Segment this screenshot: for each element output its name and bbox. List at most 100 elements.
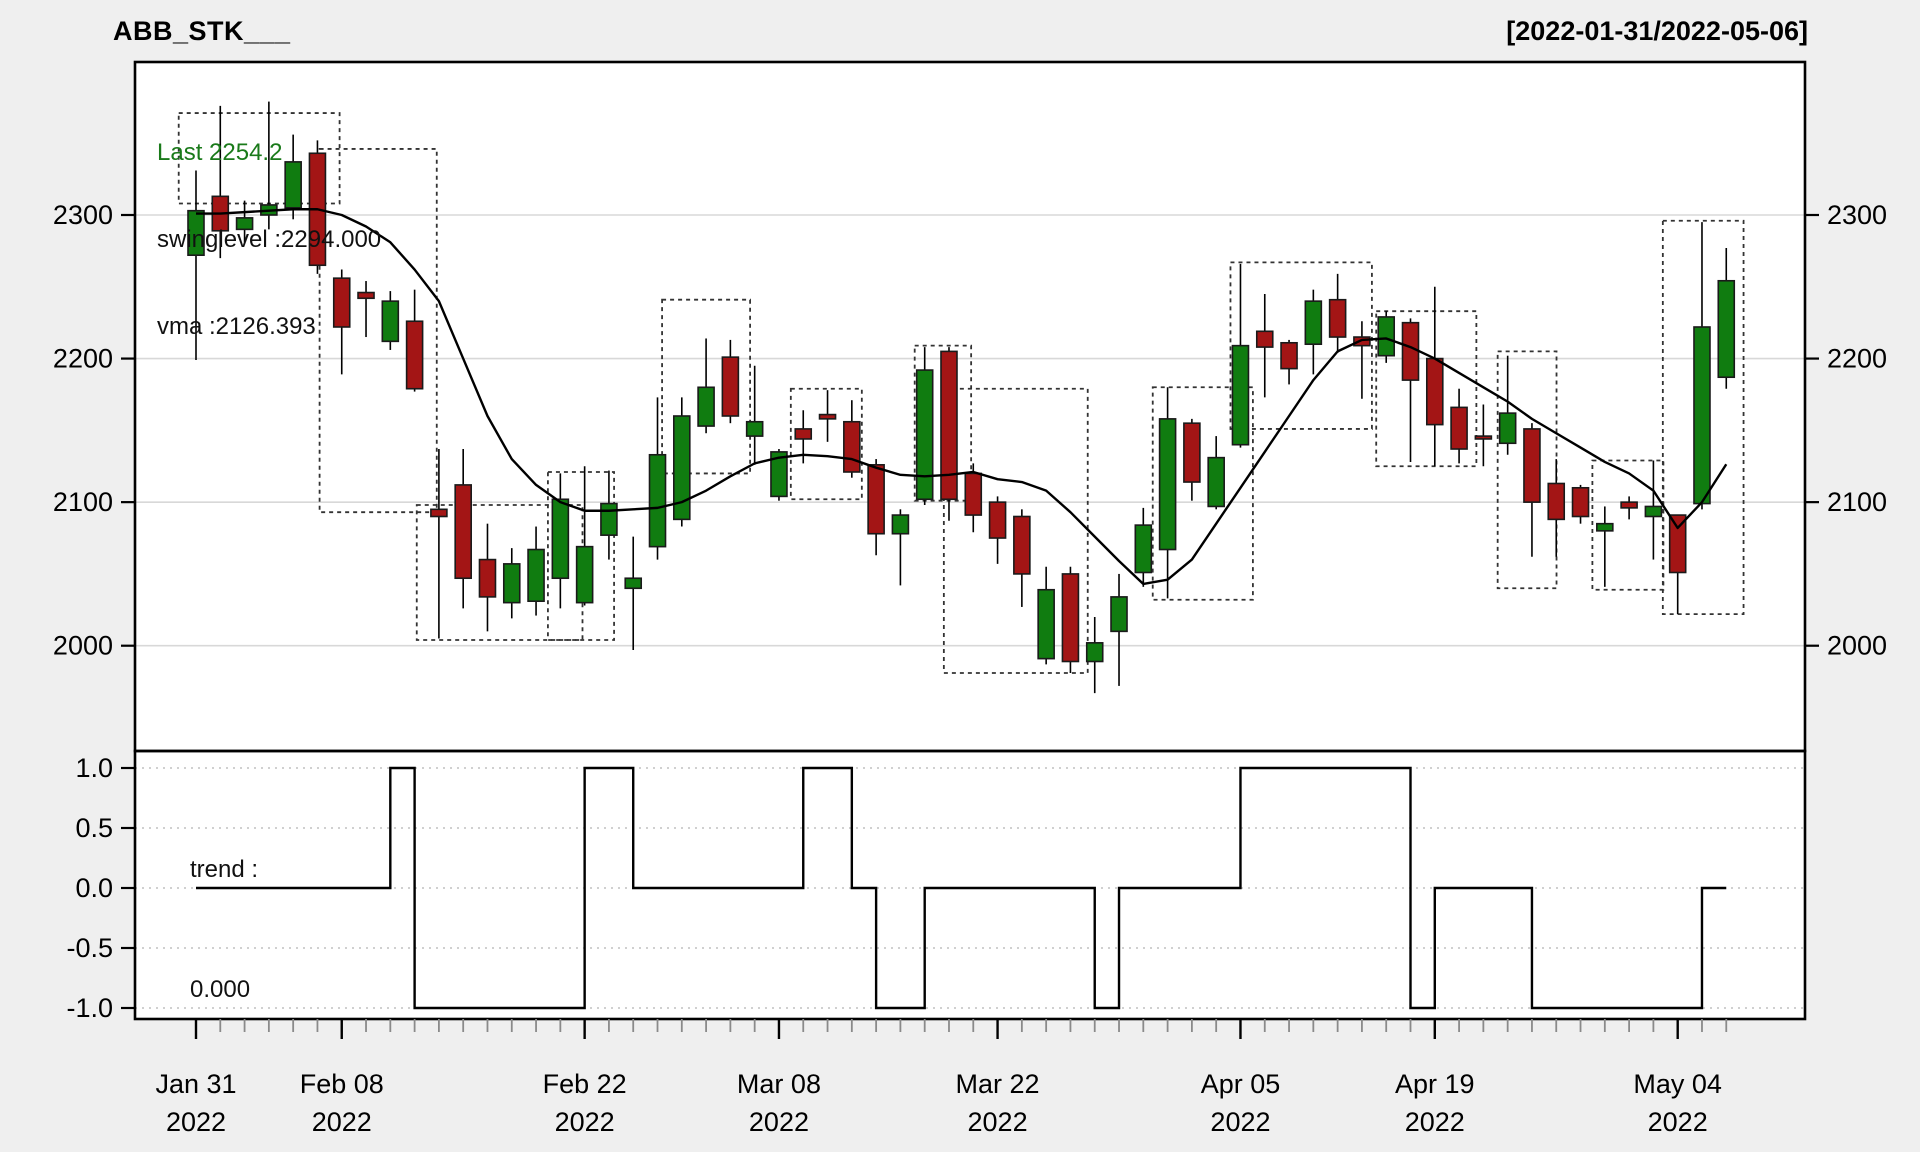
candle-body [332, 277, 351, 328]
x-label-date: Feb 08 [300, 1069, 384, 1099]
swing-box [789, 387, 863, 501]
candle-body [1668, 514, 1687, 574]
trend-panel-label: trend : 0.000 [190, 770, 258, 1090]
main-ylabel-left: 2100 [53, 487, 113, 517]
candle-body [745, 420, 764, 437]
x-label-year: 2022 [1210, 1107, 1270, 1137]
candle-body [600, 502, 618, 536]
swing-box [661, 298, 751, 475]
candle-body [1304, 300, 1323, 346]
x-label-date: Feb 22 [543, 1069, 627, 1099]
date-range-label: [2022-01-31/2022-05-06] [1506, 16, 1808, 46]
x-label-date: May 04 [1633, 1069, 1722, 1099]
candle-body [1523, 428, 1541, 503]
x-label-year: 2022 [312, 1107, 372, 1137]
main-ylabel-left: 2000 [53, 631, 113, 661]
candle-body [1401, 321, 1420, 381]
candle-body [1061, 573, 1080, 663]
candle-body [1450, 406, 1468, 450]
main-ylabel-right: 2100 [1827, 487, 1887, 517]
trend-panel-bg [135, 751, 1805, 1019]
swing-box [1151, 386, 1254, 601]
swing-box [318, 148, 438, 514]
candle-body [187, 209, 205, 256]
vma-line [196, 208, 1728, 586]
candle-body [1571, 486, 1590, 518]
x-label-year: 2022 [1648, 1107, 1708, 1137]
candle-body [1377, 316, 1396, 357]
main-ylabel-right: 2300 [1827, 200, 1887, 230]
x-label-year: 2022 [1405, 1107, 1465, 1137]
trend-ylabel: -1.0 [66, 993, 113, 1023]
x-label-date: Jan 31 [155, 1069, 236, 1099]
main-ylabel-right: 2200 [1827, 344, 1887, 374]
candle-body [867, 464, 885, 535]
swing-box [1591, 459, 1665, 591]
swing-box [1375, 310, 1478, 468]
x-label-date: Mar 22 [956, 1069, 1040, 1099]
trend-panel-border [133, 749, 1807, 1021]
candle-body [624, 577, 643, 590]
candle-body [1498, 412, 1517, 445]
swing-box [177, 112, 341, 205]
candle-body [1328, 298, 1347, 338]
candle-body [478, 558, 497, 598]
candle-body [843, 420, 861, 473]
main-ylabel-left: 2300 [53, 200, 113, 230]
x-label-date: Apr 19 [1395, 1069, 1475, 1099]
candle-body [235, 217, 254, 231]
swing-box [913, 344, 973, 502]
candle-body [1085, 642, 1104, 663]
candle-body [1474, 435, 1493, 440]
trend-ylabel: 0.0 [75, 873, 113, 903]
candle-body [551, 498, 570, 580]
candle-body [1620, 501, 1638, 509]
candle-body [1547, 482, 1566, 521]
trend-ylabel: 1.0 [75, 753, 113, 783]
candle-body [648, 453, 667, 548]
candle-body [502, 563, 521, 604]
legend-swinglevel: swinglevel :2294.000 [157, 226, 382, 253]
candle-body [430, 508, 448, 518]
x-label-date: Apr 05 [1201, 1069, 1281, 1099]
x-label-year: 2022 [555, 1107, 615, 1137]
trend-ylabel: 0.5 [75, 813, 113, 843]
x-label-year: 2022 [166, 1107, 226, 1137]
candle-body [1183, 422, 1201, 483]
swing-box [1661, 219, 1745, 616]
swing-box [547, 471, 615, 641]
page-title: ABB_STK___ [113, 16, 291, 46]
candle-body [940, 350, 958, 501]
legend-last-value: Last 2254.2 [157, 139, 283, 166]
trend-step-line [196, 766, 1727, 1010]
candle-body [575, 545, 594, 604]
candle-body [770, 451, 788, 498]
chart-legend: Last 2254.2 swinglevel :2294.000 vma :21… [157, 80, 381, 399]
candle-body [1353, 336, 1371, 347]
candle-body [1693, 326, 1711, 505]
candle-body [672, 415, 691, 521]
candle-body [1425, 357, 1444, 426]
candle-body [1596, 522, 1614, 532]
swing-box [1229, 261, 1373, 430]
candle-body [1255, 330, 1274, 348]
candle-body [1644, 505, 1663, 518]
trend-label-line1: trend : [190, 856, 259, 883]
main-panel-bg [135, 62, 1805, 751]
candle-body [1110, 596, 1128, 633]
candle-body [1013, 515, 1031, 575]
trend-label-line2: 0.000 [190, 976, 251, 1003]
candle-body [527, 548, 545, 603]
candle-body [405, 320, 424, 390]
legend-vma: vma :2126.393 [157, 313, 316, 340]
x-label-date: Mar 08 [737, 1069, 821, 1099]
candle-body [988, 501, 1007, 539]
candle-body [1280, 341, 1298, 370]
candle-body [381, 300, 400, 343]
main-ylabel-left: 2200 [53, 344, 113, 374]
candle-body [891, 514, 910, 535]
candle-body [697, 386, 715, 427]
candle-body [1207, 456, 1225, 508]
